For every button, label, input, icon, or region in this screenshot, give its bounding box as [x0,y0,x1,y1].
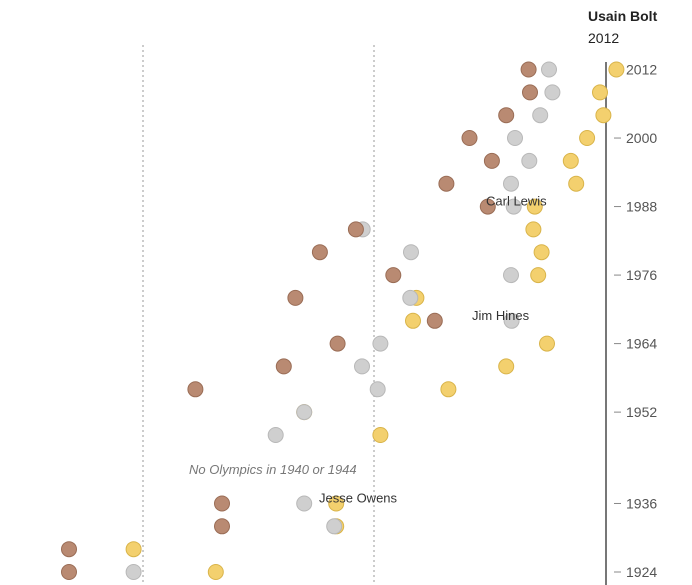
year-tick-label: 1988 [626,199,657,215]
year-tick-label: 2012 [626,62,657,78]
year-tick-label: 1936 [626,495,657,511]
bronze-medal-dot [61,541,77,558]
silver-medal-dot [503,312,520,329]
bronze-medal-dot [385,267,402,284]
no-olympics-note: No Olympics in 1940 or 1944 [189,462,357,477]
bronze-medal-dot [461,130,478,146]
silver-medal-dot [402,289,419,306]
athlete-label: Jesse Owens [319,490,398,505]
gold-medal-dot [592,84,608,101]
silver-medal-dot [507,130,523,146]
silver-medal-dot [521,152,538,169]
year-tick-label: 1964 [626,336,657,352]
gold-medal-dot [526,198,543,215]
silver-medal-dot [369,381,386,398]
gold-medal-dot [539,335,555,352]
gold-medal-dot [608,61,625,78]
gold-medal-dot [525,221,542,238]
silver-medal-dot [503,175,519,192]
highlight-year: 2012 [588,30,619,46]
silver-medal-dot [125,564,142,580]
bronze-medal-dot [479,198,496,215]
gold-medal-dot [125,541,142,558]
gold-medal-dot [207,564,224,580]
silver-medal-dot [544,84,561,101]
silver-medal-dot [354,358,370,375]
silver-medal-dot [505,198,522,215]
silver-medal-dot [296,404,313,421]
gold-medal-dot [440,381,457,398]
gold-medal-dot [562,152,579,169]
bronze-medal-dot [347,221,364,238]
gold-medal-dot [372,427,389,443]
bronze-medal-dot [187,381,204,398]
athlete-label: Carl Lewis [486,194,547,209]
year-tick-label: 1924 [626,564,657,580]
gold-medal-dot [405,312,421,329]
bronze-medal-dot [61,564,77,580]
bronze-medal-dot [522,84,538,101]
gold-medal-dot [533,244,550,261]
silver-medal-dot [541,61,557,78]
silver-medal-dot [503,267,519,284]
silver-medal-dot [403,244,419,261]
silver-medal-dot [372,335,389,352]
year-tick-label: 2000 [626,130,657,146]
bronze-medal-dot [287,289,304,306]
highlight-name: Usain Bolt [588,8,658,24]
bronze-medal-dot [520,61,537,78]
silver-medal-dot [532,107,549,124]
silver-medal-dot [296,495,313,512]
bronze-medal-dot [214,518,230,535]
bronze-medal-dot [311,244,328,261]
athlete-labels: Carl Lewis Jim Hines Jesse Owens [319,194,547,506]
bronze-medal-dot [426,312,443,329]
gold-medal-dot [530,267,547,284]
year-tick-label: 1952 [626,404,657,420]
silver-medal-dot [267,427,284,443]
bronze-medal-dot [483,152,500,169]
year-tick-label: 1976 [626,267,657,283]
bronze-medal-dot [438,175,455,192]
gold-medal-dot [595,107,612,124]
medal-dots [61,61,625,580]
bronze-medal-dot [214,495,230,512]
bronze-medal-dot [329,335,346,352]
athlete-label: Jim Hines [472,308,530,323]
gold-medal-dot [579,130,596,146]
dotted-guides [142,45,375,585]
gold-medal-dot [328,495,345,512]
silver-medal-dot [326,518,343,535]
gold-medal-dot [498,358,515,375]
gold-medal-dot [568,175,585,192]
bronze-medal-dot [275,358,292,375]
year-ticks: 1924 1936 1952 1964 1976 1988 2000 2012 [614,62,657,580]
bronze-medal-dot [498,107,515,124]
